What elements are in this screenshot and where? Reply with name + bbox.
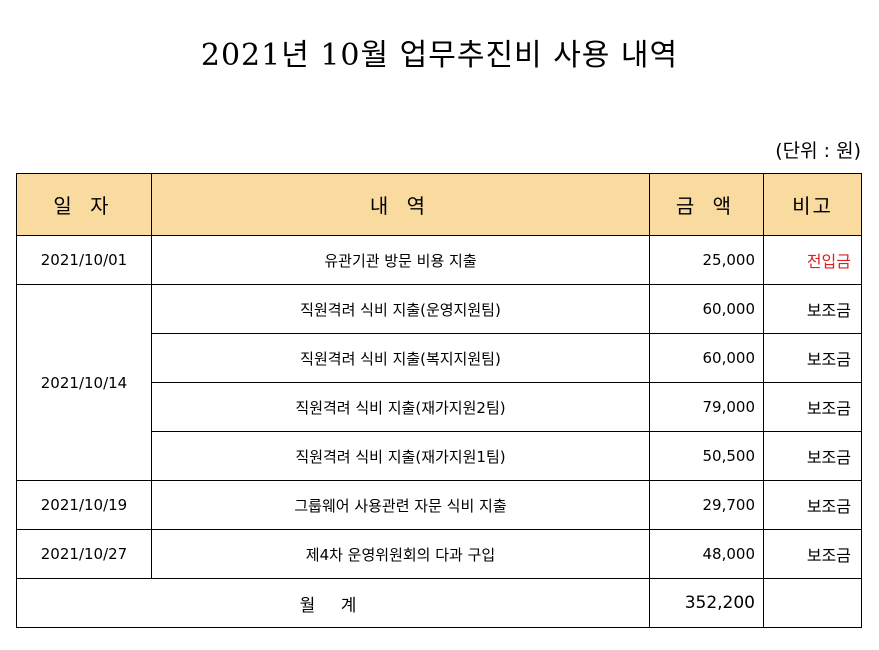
header-date: 일 자 bbox=[16, 173, 152, 236]
total-label: 월 계 bbox=[16, 578, 650, 628]
page-title: 2021년 10월 업무추진비 사용 내역 bbox=[200, 38, 679, 73]
table-row: 2021/10/01 유관기관 방문 비용 지출 25,000 전입금 bbox=[16, 235, 862, 285]
amount-cell: 48,000 bbox=[649, 529, 764, 579]
description-cell: 직원격려 식비 지출(재가지원1팀) bbox=[151, 431, 650, 481]
table-row: 직원격려 식비 지출(복지지원팀) 60,000 보조금 bbox=[17, 333, 862, 383]
note-cell: 보조금 bbox=[763, 382, 862, 432]
description-cell: 유관기관 방문 비용 지출 bbox=[151, 235, 650, 285]
note-cell: 전입금 bbox=[763, 235, 862, 285]
unit-label: (단위 : 원) bbox=[775, 140, 861, 162]
description-cell: 직원격려 식비 지출(운영지원팀) bbox=[151, 284, 650, 334]
date-cell: 2021/10/19 bbox=[16, 480, 152, 530]
description-cell: 직원격려 식비 지출(재가지원2팀) bbox=[151, 382, 650, 432]
amount-cell: 50,500 bbox=[649, 431, 764, 481]
expense-table: 일 자 내 역 금 액 비고 2021/10/01 유관기관 방문 비용 지출 … bbox=[16, 173, 862, 628]
amount-cell: 79,000 bbox=[649, 382, 764, 432]
table-row: 2021/10/27 제4차 운영위원회의 다과 구입 48,000 보조금 bbox=[16, 529, 862, 579]
note-cell: 보조금 bbox=[763, 529, 862, 579]
table-row: 2021/10/14 직원격려 식비 지출(운영지원팀) 60,000 보조금 bbox=[16, 284, 862, 481]
header-description: 내 역 bbox=[151, 173, 650, 236]
description-cell: 제4차 운영위원회의 다과 구입 bbox=[151, 529, 650, 579]
note-cell: 보조금 bbox=[763, 431, 862, 481]
amount-cell: 60,000 bbox=[649, 284, 764, 334]
total-row: 월 계 352,200 bbox=[16, 578, 862, 628]
amount-cell: 60,000 bbox=[649, 333, 764, 383]
table-row: 직원격려 식비 지출(재가지원1팀) 50,500 보조금 bbox=[17, 431, 862, 481]
header-note: 비고 bbox=[763, 173, 862, 236]
date-cell: 2021/10/01 bbox=[16, 235, 152, 285]
header-amount: 금 액 bbox=[649, 173, 764, 236]
table-row: 2021/10/19 그룹웨어 사용관련 자문 식비 지출 29,700 보조금 bbox=[16, 480, 862, 530]
header-row: 일 자 내 역 금 액 비고 bbox=[16, 173, 862, 236]
description-cell: 직원격려 식비 지출(복지지원팀) bbox=[151, 333, 650, 383]
date-cell: 2021/10/27 bbox=[16, 529, 152, 579]
table-row: 직원격려 식비 지출(재가지원2팀) 79,000 보조금 bbox=[17, 382, 862, 432]
total-note bbox=[763, 578, 862, 628]
note-cell: 보조금 bbox=[763, 333, 862, 383]
total-amount: 352,200 bbox=[649, 578, 764, 628]
date-cell: 2021/10/14 bbox=[16, 284, 152, 481]
amount-cell: 25,000 bbox=[649, 235, 764, 285]
description-cell: 그룹웨어 사용관련 자문 식비 지출 bbox=[151, 480, 650, 530]
note-cell: 보조금 bbox=[763, 480, 862, 530]
amount-cell: 29,700 bbox=[649, 480, 764, 530]
note-cell: 보조금 bbox=[763, 284, 862, 334]
